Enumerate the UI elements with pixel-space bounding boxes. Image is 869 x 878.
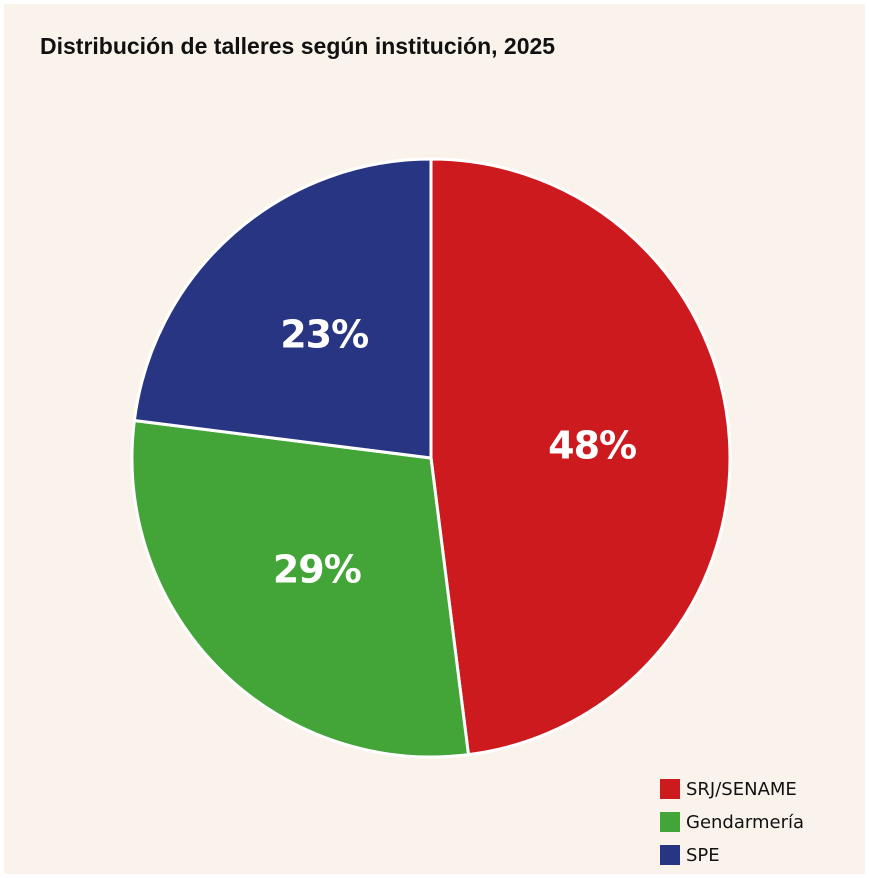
legend-swatch	[660, 812, 680, 832]
legend-label: Gendarmería	[686, 812, 804, 833]
data-label: 23%	[280, 312, 368, 356]
legend-label: SPE	[686, 845, 720, 866]
pie-slice	[132, 157, 433, 460]
legend-label: SRJ/SENAME	[686, 779, 797, 800]
data-label: 48%	[548, 423, 636, 467]
legend-swatch	[660, 779, 680, 799]
pie-slice	[429, 157, 732, 757]
pie-slice	[130, 418, 471, 759]
data-label: 29%	[273, 548, 361, 592]
chart-title: Distribución de talleres según instituci…	[40, 33, 555, 59]
legend-swatch	[660, 845, 680, 865]
